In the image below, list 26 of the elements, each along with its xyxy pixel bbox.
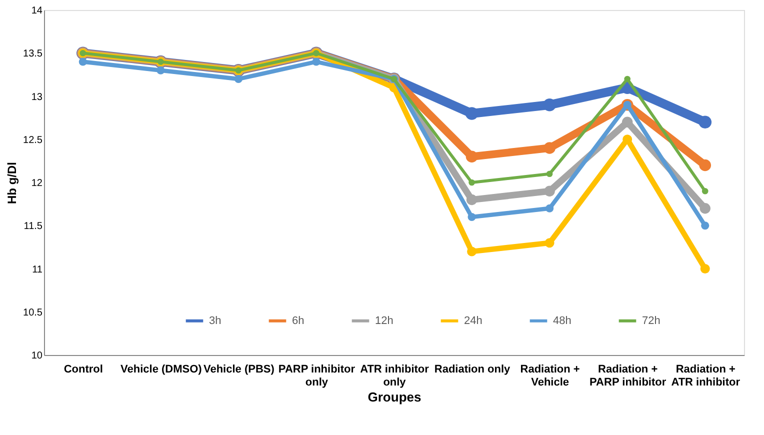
x-tick-label: Vehicle (DMSO): [120, 364, 202, 376]
x-tick-label: Radiation only: [434, 364, 512, 376]
x-tick-label: Radiation + PARP inhibitor: [590, 364, 667, 388]
x-tick-label: ATR inhibitor only: [360, 364, 430, 388]
y-axis-title: Hb g/Dl: [5, 162, 20, 204]
x-axis-title: Groupes: [368, 390, 422, 404]
legend-label: 48h: [553, 314, 572, 327]
y-tick-label: 13.5: [23, 48, 43, 60]
y-tick-label: 10: [31, 350, 43, 362]
y-tick-label: 13: [31, 92, 43, 103]
y-tick-label: 11.5: [24, 221, 43, 232]
y-tick-label: 11: [32, 264, 43, 276]
y-tick-label: 12: [31, 178, 43, 189]
y-tick-label: 12.5: [23, 134, 43, 146]
y-tick-label: 14: [31, 6, 43, 16]
x-tick-label: Control: [64, 364, 103, 376]
legend-label: 12h: [375, 314, 394, 327]
x-tick-label: Radiation + ATR inhibitor: [671, 364, 741, 388]
x-tick-label: PARP inhibitor only: [278, 364, 356, 388]
legend-label: 72h: [642, 314, 660, 327]
y-tick-label: 10.5: [23, 307, 43, 318]
x-tick-label: Vehicle (PBS): [203, 364, 275, 376]
legend-label: 6h: [292, 314, 304, 327]
legend-label: 24h: [464, 314, 482, 327]
x-tick-label: Radiation + Vehicle: [520, 364, 580, 388]
legend-label: 3h: [209, 314, 222, 327]
